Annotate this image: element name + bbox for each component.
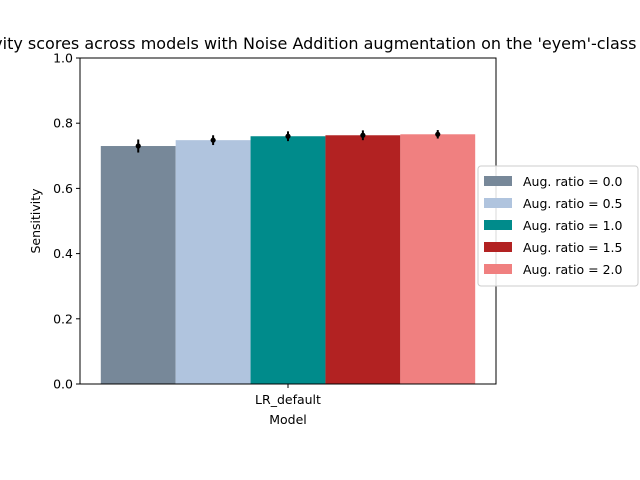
mean-point xyxy=(435,131,441,137)
legend-frame xyxy=(477,165,639,287)
legend-swatch xyxy=(484,242,512,252)
bar xyxy=(400,134,476,384)
legend-label: Aug. ratio = 1.5 xyxy=(523,240,622,255)
mean-point xyxy=(210,137,216,143)
mean-point xyxy=(285,133,291,139)
y-tick-label: 0.2 xyxy=(53,311,73,326)
legend-swatch xyxy=(484,176,512,186)
legend-swatch xyxy=(484,198,512,208)
legend-label: Aug. ratio = 2.0 xyxy=(523,262,623,277)
y-tick-label: 0.8 xyxy=(53,116,73,131)
x-axis: LR_default xyxy=(255,384,321,407)
y-tick-label: 0.0 xyxy=(53,377,73,392)
y-axis: 0.0 0.2 0.4 0.6 0.8 1.0 xyxy=(53,51,80,392)
bar xyxy=(250,136,326,384)
x-tick-label: LR_default xyxy=(255,392,321,407)
y-tick-label: 0.6 xyxy=(53,181,73,196)
chart-title: Sensitivity scores across models with No… xyxy=(0,34,636,53)
legend-label: Aug. ratio = 0.5 xyxy=(523,196,622,211)
x-axis-label: Model xyxy=(269,412,307,427)
y-tick-label: 1.0 xyxy=(53,51,73,66)
bar xyxy=(100,146,176,384)
legend-label: Aug. ratio = 0.0 xyxy=(523,174,623,189)
bar xyxy=(175,140,251,384)
legend-swatch xyxy=(484,264,512,274)
legend-swatch xyxy=(484,220,512,230)
plot-area xyxy=(100,130,476,384)
legend: Aug. ratio = 0.0 Aug. ratio = 0.5 Aug. rat… xyxy=(477,165,639,287)
mean-point xyxy=(360,132,366,138)
mean-point xyxy=(135,143,141,149)
y-tick-label: 0.4 xyxy=(53,246,73,261)
y-axis-label: Sensitivity xyxy=(28,188,43,254)
legend-label: Aug. ratio = 1.0 xyxy=(523,218,623,233)
bar xyxy=(325,135,401,384)
